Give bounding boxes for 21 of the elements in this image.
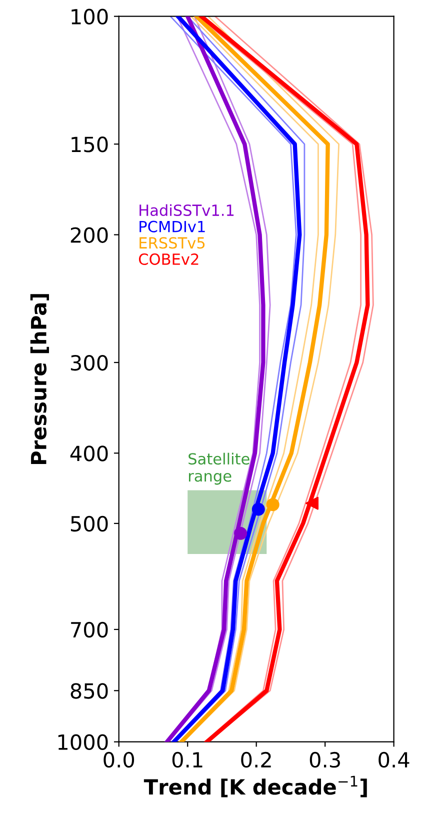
x-tick-label: 0.0 (104, 752, 134, 768)
text: COBEv2 (138, 253, 198, 265)
y-tick-label: 100 (72, 8, 108, 25)
y-tick-label: 400 (70, 446, 108, 462)
y-tick-label: 150 (72, 136, 108, 152)
x-tick-label: 0.1 (172, 752, 202, 768)
y-tick-label: 700 (71, 622, 108, 638)
annotation: Satellite range (188, 452, 250, 485)
x-tick-label: 0.4 (378, 752, 410, 768)
text: ERSSTv5 (140, 237, 205, 249)
x-tick-label: 0.2 (241, 752, 271, 768)
y-tick-label: 200 (70, 227, 108, 243)
x-tick-label: 0.3 (310, 752, 340, 768)
y-tick-label: 300 (70, 354, 108, 371)
y-tick-label: 850 (70, 683, 108, 699)
series-label: HadiSSTv1.1 (140, 204, 234, 216)
x-axis-title: Trend [K decade$^{−1}$] (144, 776, 367, 798)
y-axis-title: Pressure [hPa] (30, 294, 49, 464)
y-tick-label: 500 (70, 516, 108, 532)
y-tick-label: 1000 (58, 734, 108, 750)
text: PCMDIv1 (140, 220, 205, 232)
